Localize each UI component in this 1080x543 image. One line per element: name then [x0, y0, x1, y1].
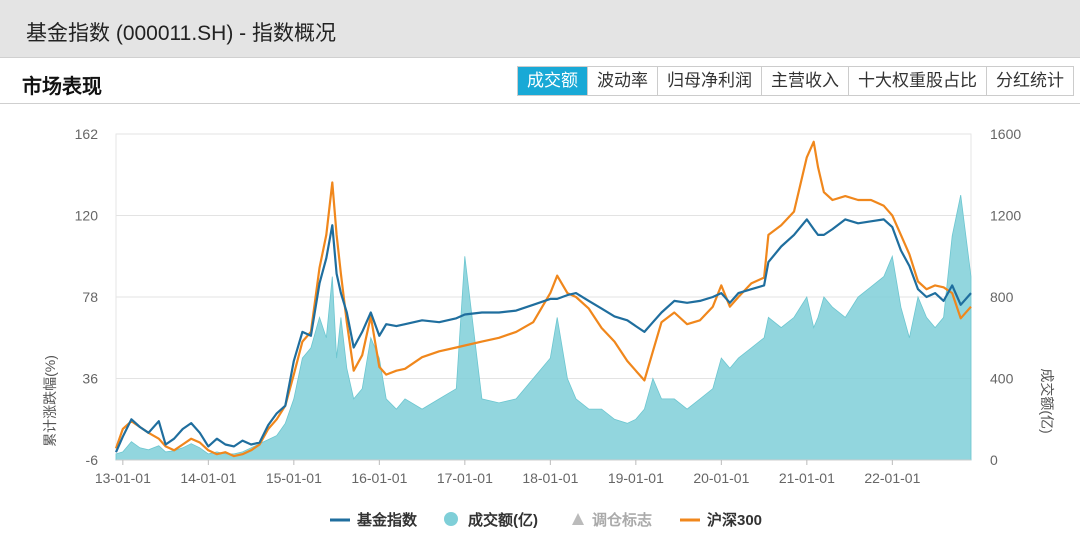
legend-volume-label: 成交额(亿): [468, 511, 538, 529]
tab-volatility[interactable]: 波动率: [587, 67, 657, 95]
hs300-line: [114, 140, 972, 458]
metric-tabs: 成交额 波动率 归母净利润 主营收入 十大权重股占比 分红统计: [517, 66, 1074, 96]
fund-index-line: [114, 218, 972, 453]
x-tick-label: 17-01-01: [437, 470, 493, 486]
window-title: 基金指数 (000011.SH) - 指数概况: [26, 22, 337, 45]
right-axis-ticks: 1600 1200 800 400 0: [990, 126, 1021, 468]
legend-rebalance[interactable]: 调仓标志: [572, 511, 652, 529]
legend-hs300-label: 沪深300: [707, 511, 762, 529]
right-tick-label: 0: [990, 452, 998, 468]
x-tick-label: 18-01-01: [522, 470, 578, 486]
right-axis-title: 成交额(亿): [1039, 368, 1055, 433]
x-tick-label: 20-01-01: [693, 470, 749, 486]
right-tick-label: 1600: [990, 126, 1021, 142]
x-tick-label: 15-01-01: [266, 470, 322, 486]
right-tick-label: 800: [990, 289, 1014, 305]
x-tick-label: 16-01-01: [351, 470, 407, 486]
window-title-bar: 基金指数 (000011.SH) - 指数概况: [0, 0, 1080, 58]
section-header: 市场表现 成交额 波动率 归母净利润 主营收入 十大权重股占比 分红统计: [0, 58, 1080, 104]
left-axis-ticks: 162 120 78 36 -6: [75, 126, 99, 468]
market-performance-chart: 162 120 78 36 -6 1600 1200 800 400 0 13-01-01 14-…: [42, 126, 1055, 529]
left-axis-title: 累计涨跌幅(%): [42, 355, 58, 447]
tab-revenue[interactable]: 主营收入: [761, 67, 848, 95]
rebalance-triangle-icon: [572, 513, 584, 525]
left-tick-label: 162: [75, 126, 99, 142]
volume-legend-circle-icon: [444, 512, 458, 526]
tab-top10-weight[interactable]: 十大权重股占比: [848, 67, 986, 95]
legend-fund-index-label: 基金指数: [356, 511, 418, 529]
x-tick-label: 19-01-01: [608, 470, 664, 486]
left-tick-label: 36: [82, 371, 98, 387]
tab-net-profit[interactable]: 归母净利润: [657, 67, 761, 95]
x-tick-label: 22-01-01: [864, 470, 920, 486]
x-tick-label: 13-01-01: [95, 470, 151, 486]
legend-fund-index[interactable]: 基金指数: [330, 511, 418, 529]
volume-area: [115, 195, 972, 461]
left-tick-label: 78: [82, 289, 98, 305]
right-tick-label: 1200: [990, 208, 1021, 224]
tab-dividend[interactable]: 分红统计: [986, 67, 1073, 95]
x-tick-label: 14-01-01: [180, 470, 236, 486]
series-lines: [114, 140, 972, 458]
legend-volume[interactable]: 成交额(亿): [444, 511, 538, 529]
section-title: 市场表现: [22, 76, 102, 98]
x-tick-label: 21-01-01: [779, 470, 835, 486]
legend-rebalance-label: 调仓标志: [592, 511, 652, 529]
x-axis-ticks: 13-01-01 14-01-01 15-01-01 16-01-01 17-01-01…: [95, 459, 971, 486]
tab-turnover[interactable]: 成交额: [518, 67, 587, 95]
volume-area-path: [115, 195, 972, 461]
legend-hs300[interactable]: 沪深300: [680, 511, 762, 529]
right-tick-label: 400: [990, 371, 1014, 387]
chart-legend: 基金指数 成交额(亿) 调仓标志 沪深300: [330, 511, 762, 529]
left-tick-label: 120: [75, 208, 99, 224]
left-tick-label: -6: [86, 452, 99, 468]
